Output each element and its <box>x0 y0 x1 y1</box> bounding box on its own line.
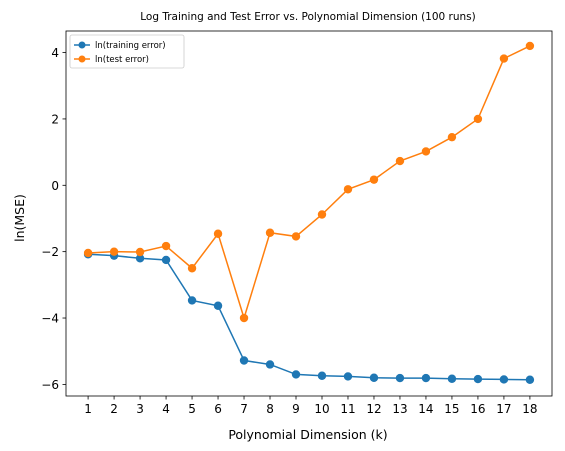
series-layer <box>83 41 535 384</box>
legend-marker <box>78 55 86 63</box>
data-point <box>213 229 223 238</box>
x-tick-label: 10 <box>314 402 329 416</box>
data-point <box>525 375 535 384</box>
data-point <box>343 372 353 381</box>
series-training-error <box>83 250 535 384</box>
data-point <box>317 210 327 219</box>
x-tick-label: 18 <box>522 402 537 416</box>
data-point <box>135 247 145 257</box>
data-point <box>161 241 171 251</box>
x-tick-label: 7 <box>240 402 248 416</box>
x-tick-label: 11 <box>340 402 355 416</box>
x-tick-label: 14 <box>418 402 433 416</box>
x-tick-label: 13 <box>392 402 407 416</box>
series-line <box>88 253 530 381</box>
x-tick-label: 3 <box>136 402 144 416</box>
data-point <box>447 374 457 383</box>
data-point <box>109 247 119 256</box>
y-tick-label: −6 <box>41 378 59 392</box>
legend: ln(training error) ln(test error) <box>69 34 185 69</box>
x-tick-label: 16 <box>470 402 485 416</box>
legend-marker <box>78 41 86 49</box>
x-tick-label: 15 <box>444 402 459 416</box>
x-tick-label: 9 <box>292 402 300 416</box>
chart-title: Log Training and Test Error vs. Polynomi… <box>140 11 476 23</box>
data-point <box>473 374 483 384</box>
data-point <box>369 175 379 184</box>
data-point <box>317 371 327 380</box>
x-axis-label: Polynomial Dimension (k) <box>228 427 387 442</box>
data-point <box>135 254 145 263</box>
data-point <box>421 373 431 383</box>
y-tick-label: 4 <box>51 46 59 60</box>
y-tick-label: −2 <box>41 245 59 259</box>
data-point <box>265 360 275 369</box>
data-point <box>239 313 249 323</box>
data-point <box>447 132 457 142</box>
y-tick-label: 2 <box>51 112 59 126</box>
x-tick-label: 1 <box>84 402 92 416</box>
data-point <box>499 375 509 384</box>
data-point <box>421 147 431 156</box>
x-tick-label: 6 <box>214 402 222 416</box>
y-tick-label: 0 <box>51 179 59 193</box>
data-point <box>187 264 197 273</box>
x-tick-label: 2 <box>110 402 118 416</box>
series-line <box>88 45 531 321</box>
series-test-error <box>83 41 535 323</box>
data-point <box>369 373 379 382</box>
data-point <box>291 232 301 241</box>
x-tick-label: 8 <box>266 402 274 416</box>
data-point <box>239 356 249 365</box>
data-point <box>187 296 197 305</box>
x-tick-label: 5 <box>188 402 196 416</box>
x-tick-label: 4 <box>162 402 170 416</box>
data-point <box>473 114 483 124</box>
data-point <box>213 301 223 310</box>
x-tick-label: 17 <box>496 402 511 416</box>
data-point <box>83 248 93 258</box>
y-axis-label: ln(MSE) <box>12 194 27 242</box>
data-point <box>161 255 171 265</box>
y-tick-label: −4 <box>41 312 59 326</box>
data-point <box>291 370 301 379</box>
data-point <box>265 228 275 237</box>
legend-entry: ln(training error) <box>74 41 166 51</box>
data-point <box>525 41 535 51</box>
data-point <box>395 156 405 166</box>
data-point <box>499 54 509 63</box>
data-point <box>343 185 353 194</box>
legend-box <box>69 34 185 69</box>
data-point <box>395 373 405 383</box>
plot-frame <box>65 30 553 397</box>
x-tick-label: 12 <box>366 402 381 416</box>
legend-label: ln(training error) <box>95 41 166 51</box>
legend-entry: ln(test error) <box>74 55 149 65</box>
legend-label: ln(test error) <box>95 55 149 65</box>
